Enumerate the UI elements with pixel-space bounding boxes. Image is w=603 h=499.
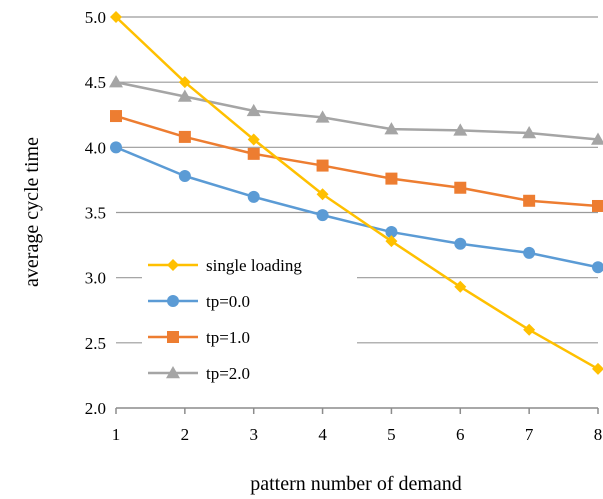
data-point: [592, 200, 603, 212]
series-square: [110, 110, 603, 212]
data-point: [592, 363, 603, 375]
legend-label: tp=1.0: [206, 328, 250, 347]
legend-swatch-marker: [167, 331, 179, 343]
x-axis-title: pattern number of demand: [250, 473, 462, 495]
data-point: [248, 191, 260, 203]
legend-label: single loading: [206, 256, 302, 275]
x-tick-label: 6: [456, 425, 465, 444]
y-tick-label: 3.0: [85, 269, 106, 288]
data-point: [317, 209, 329, 221]
data-point: [179, 131, 191, 143]
data-point: [109, 75, 123, 87]
x-tick-label: 8: [594, 425, 603, 444]
data-point: [592, 261, 603, 273]
legend-swatch-marker: [167, 295, 179, 307]
x-tick-label: 2: [181, 425, 190, 444]
data-point: [110, 141, 122, 153]
data-point: [523, 324, 535, 336]
series-line: [116, 116, 598, 206]
x-tick-label: 5: [387, 425, 396, 444]
y-tick-label: 3.5: [85, 204, 106, 223]
y-axis-title: average cycle time: [21, 137, 43, 287]
data-point: [454, 238, 466, 250]
x-tick-label: 3: [249, 425, 258, 444]
y-tick-label: 4.0: [85, 138, 106, 157]
y-tick-label: 2.5: [85, 334, 106, 353]
data-point: [317, 160, 329, 172]
legend-label: tp=0.0: [206, 292, 250, 311]
data-point: [110, 110, 122, 122]
y-tick-label: 2.0: [85, 399, 106, 418]
y-tick-label: 4.5: [85, 73, 106, 92]
y-tick-label: 5.0: [85, 8, 106, 27]
data-point: [385, 173, 397, 185]
data-point: [523, 195, 535, 207]
data-point: [248, 148, 260, 160]
x-tick-label: 7: [525, 425, 534, 444]
x-tick-label: 1: [112, 425, 121, 444]
data-point: [523, 247, 535, 259]
x-tick-label: 4: [318, 425, 327, 444]
data-point: [179, 170, 191, 182]
legend-label: tp=2.0: [206, 364, 250, 383]
axes: [116, 408, 598, 414]
data-point: [454, 182, 466, 194]
